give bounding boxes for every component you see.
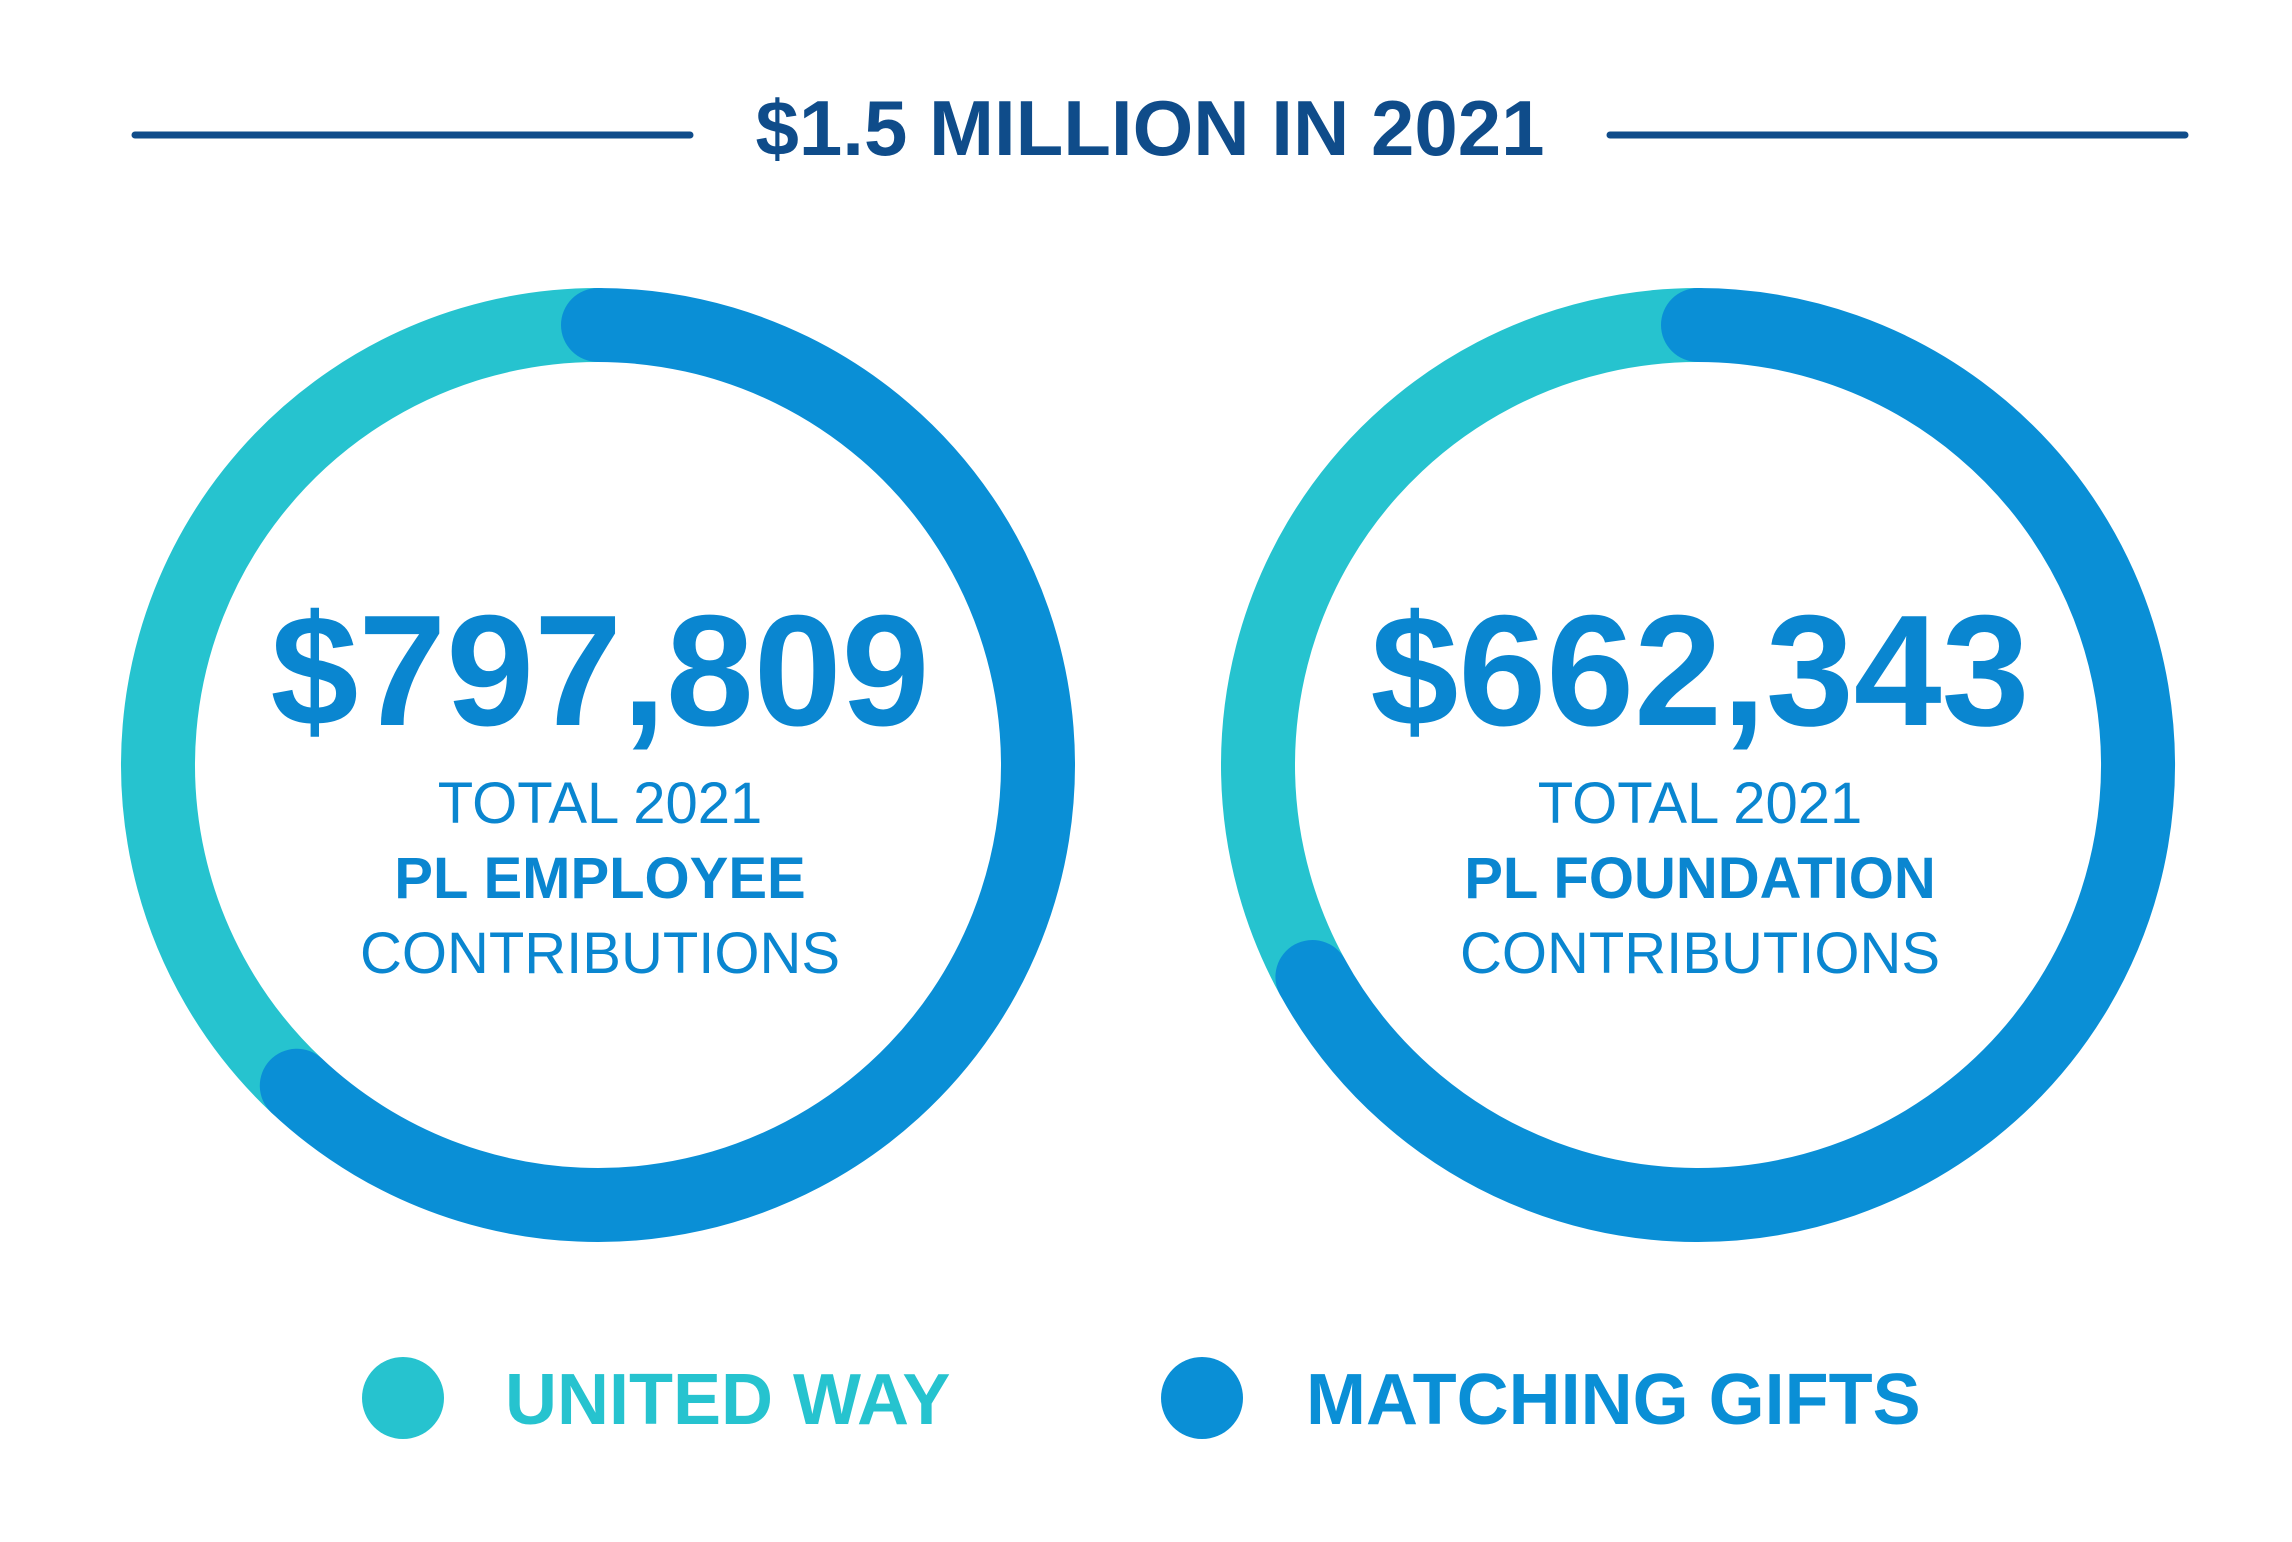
legend-swatch-matching-gifts: [1161, 1357, 1243, 1439]
center-line-1: TOTAL 2021: [438, 771, 763, 836]
donut-slice-united-way: [121, 288, 635, 1123]
legend: UNITED WAY MATCHING GIFTS: [362, 1357, 1921, 1440]
center-value: $797,809: [270, 583, 929, 759]
donut-slice-matching-gifts: [259, 288, 1075, 1242]
page-title: $1.5 MILLION IN 2021: [756, 84, 1545, 172]
donut-chart-employee: $797,809 TOTAL 2021 PL EMPLOYEE CONTRIBU…: [121, 288, 1075, 1242]
donut-slice-united-way: [1221, 288, 1735, 1014]
donut-slice-matching-gifts: [1275, 288, 2175, 1242]
legend-label-united-way: UNITED WAY: [505, 1360, 950, 1440]
center-line-3: CONTRIBUTIONS: [360, 921, 840, 986]
donut-chart-foundation: $662,343 TOTAL 2021 PL FOUNDATION CONTRI…: [1221, 288, 2175, 1242]
center-line-2: PL FOUNDATION: [1464, 846, 1936, 911]
legend-swatch-united-way: [362, 1357, 444, 1439]
center-line-2: PL EMPLOYEE: [394, 846, 805, 911]
legend-label-matching-gifts: MATCHING GIFTS: [1306, 1360, 1921, 1440]
center-line-1: TOTAL 2021: [1538, 771, 1863, 836]
center-line-3: CONTRIBUTIONS: [1460, 921, 1940, 986]
center-value: $662,343: [1370, 583, 2029, 759]
